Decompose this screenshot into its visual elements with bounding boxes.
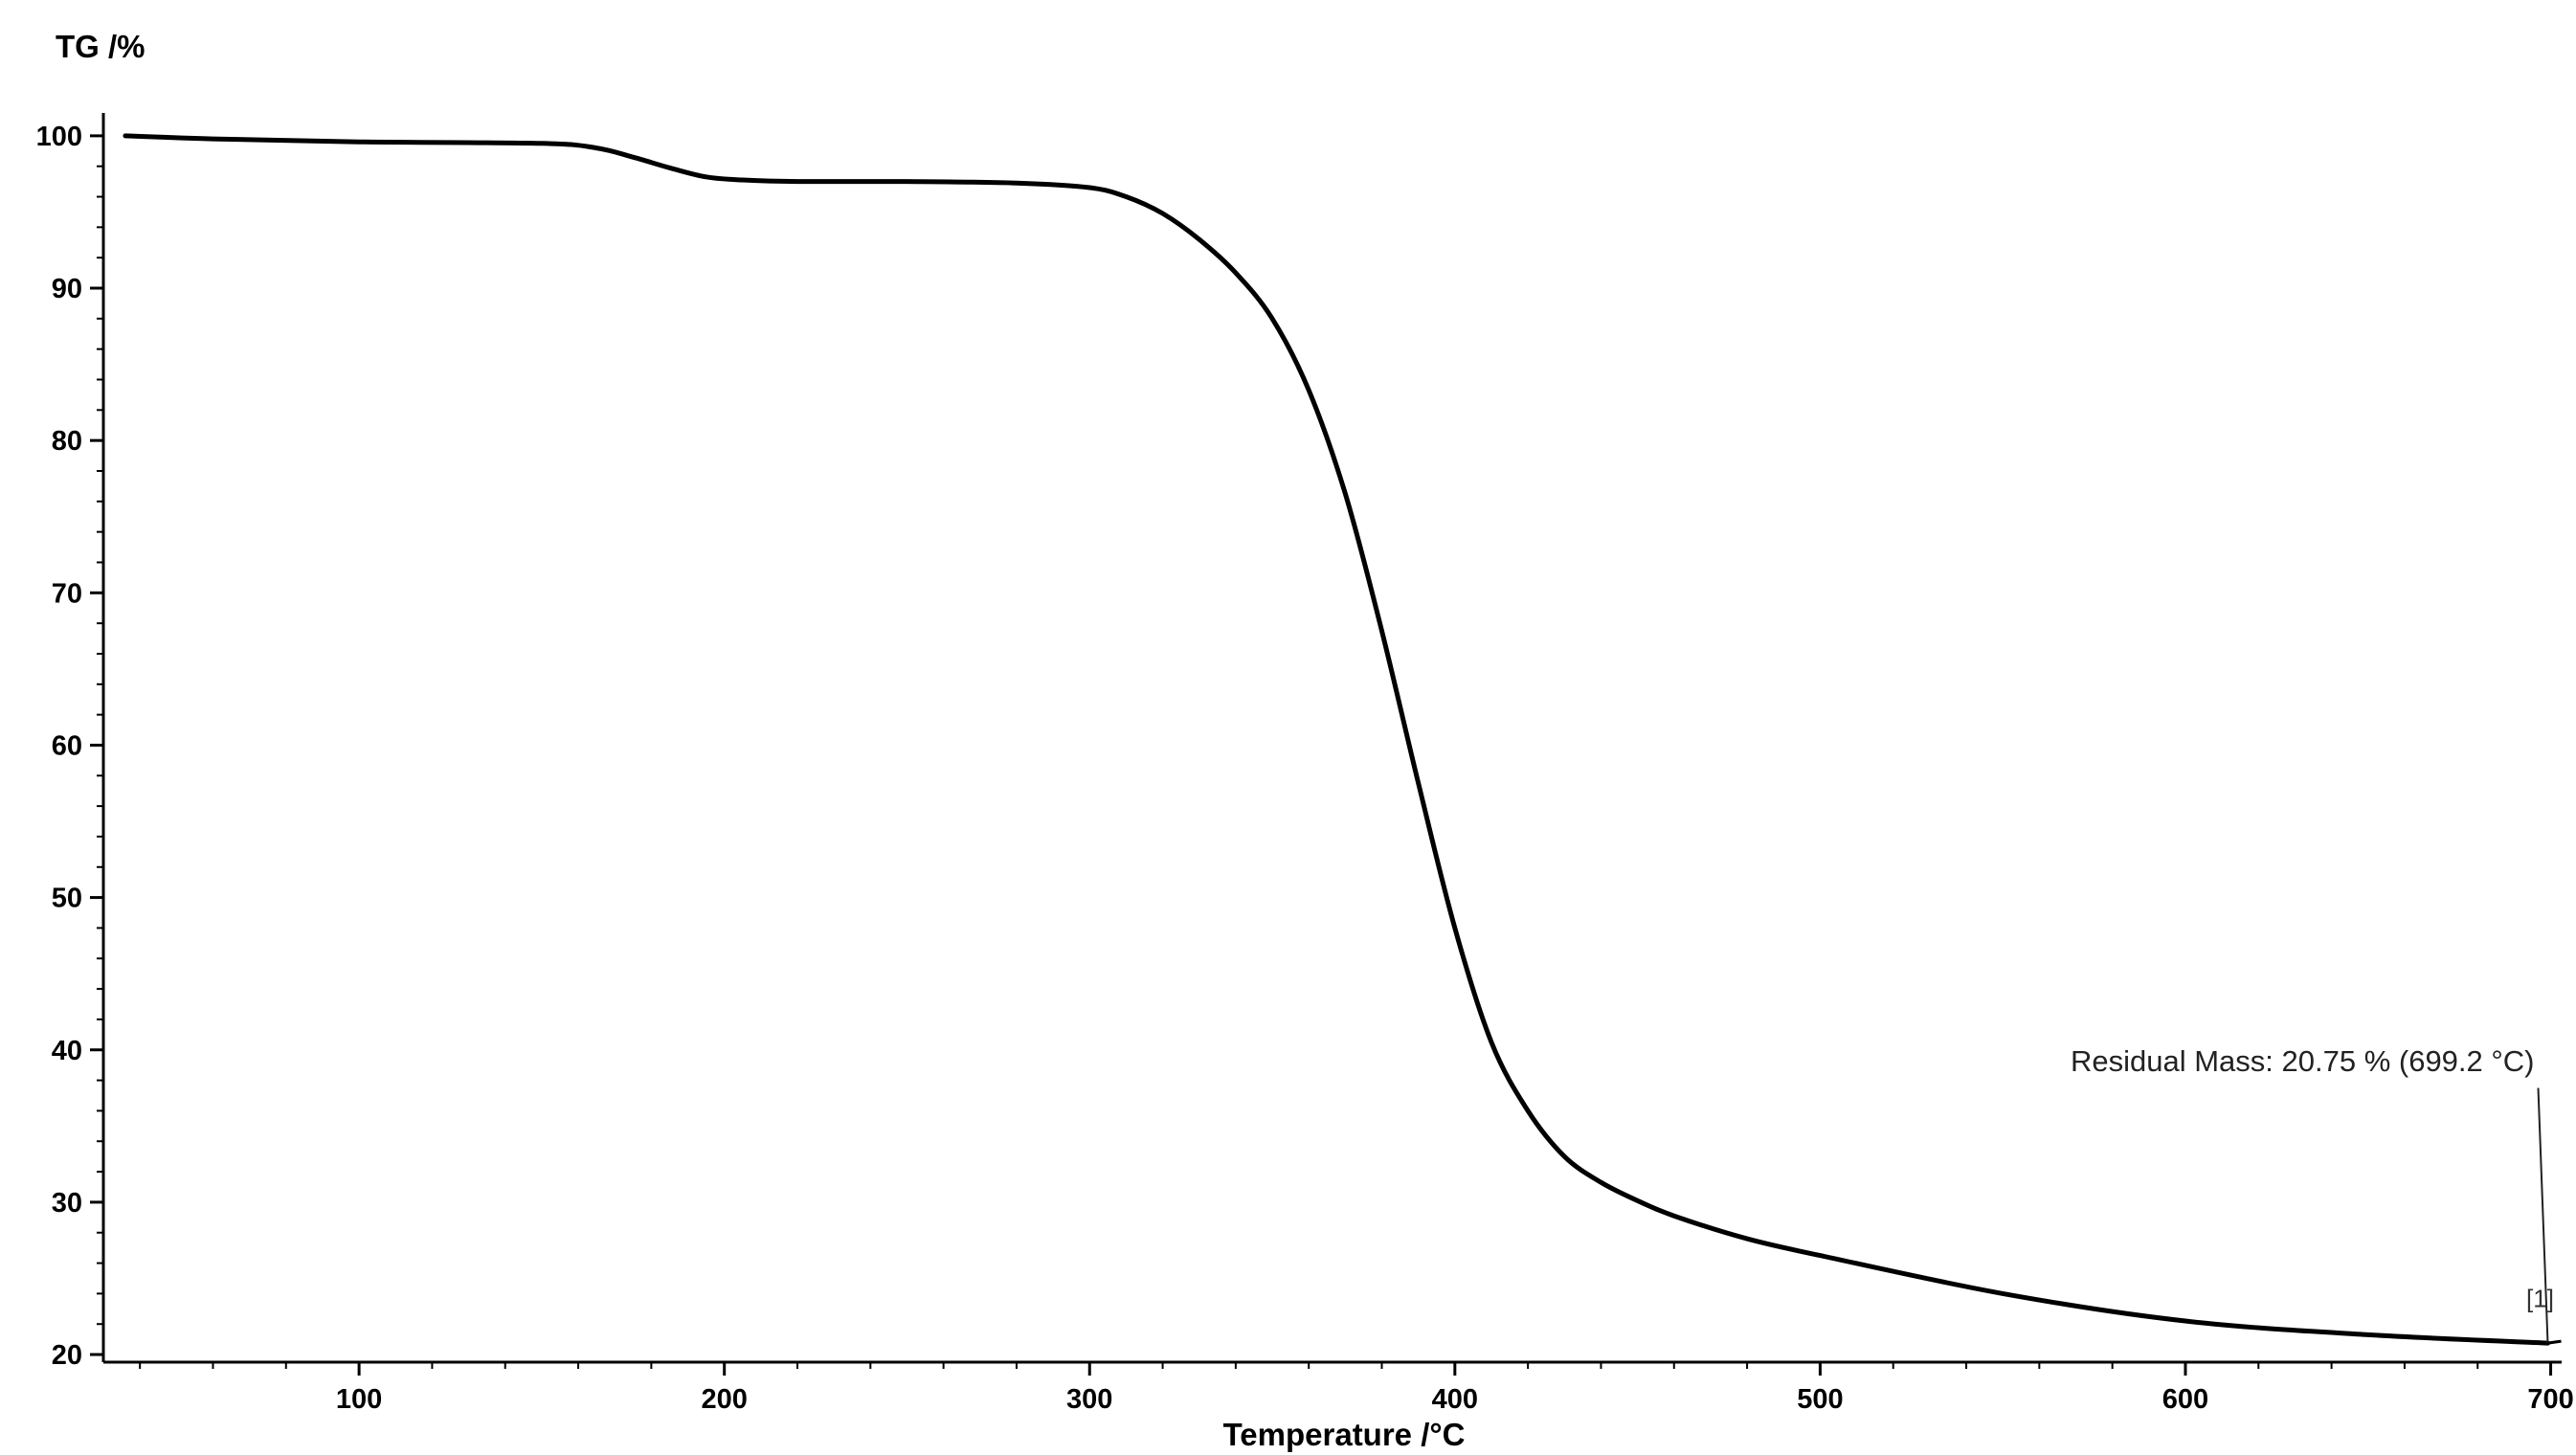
x-axis-title: Temperature /°C [1223,1417,1466,1452]
x-tick-label: 400 [1432,1384,1478,1415]
y-tick-label: 50 [52,884,82,914]
y-axis-title: TG /% [56,29,146,64]
residual-mass-marker: [1] [2526,1285,2554,1313]
y-tick-label: 90 [52,274,82,304]
x-tick-label: 700 [2527,1384,2573,1415]
y-ticks: 20 30 40 50 60 70 80 90 100 [36,122,103,1371]
y-tick-label: 30 [52,1188,82,1219]
y-tick-label: 70 [52,578,82,609]
x-tick-label: 600 [2162,1384,2208,1415]
x-tick-label: 100 [336,1384,382,1415]
y-tick-label: 40 [52,1036,82,1066]
y-tick-label: 100 [36,122,82,152]
x-ticks: 100 200 300 400 500 600 700 [139,1362,2574,1415]
residual-mass-annotation: Residual Mass: 20.75 % (699.2 °C) [2071,1044,2535,1078]
x-tick-label: 300 [1066,1384,1112,1415]
x-tick-label: 200 [701,1384,747,1415]
residual-mass-leader-line [2537,1087,2549,1344]
x-tick-label: 500 [1797,1384,1843,1415]
tg-curve-tail [2547,1339,2562,1345]
tg-curve-series [123,133,2550,1346]
y-tick-label: 80 [52,426,82,457]
y-tick-label: 20 [52,1340,82,1371]
y-tick-label: 60 [52,730,82,761]
